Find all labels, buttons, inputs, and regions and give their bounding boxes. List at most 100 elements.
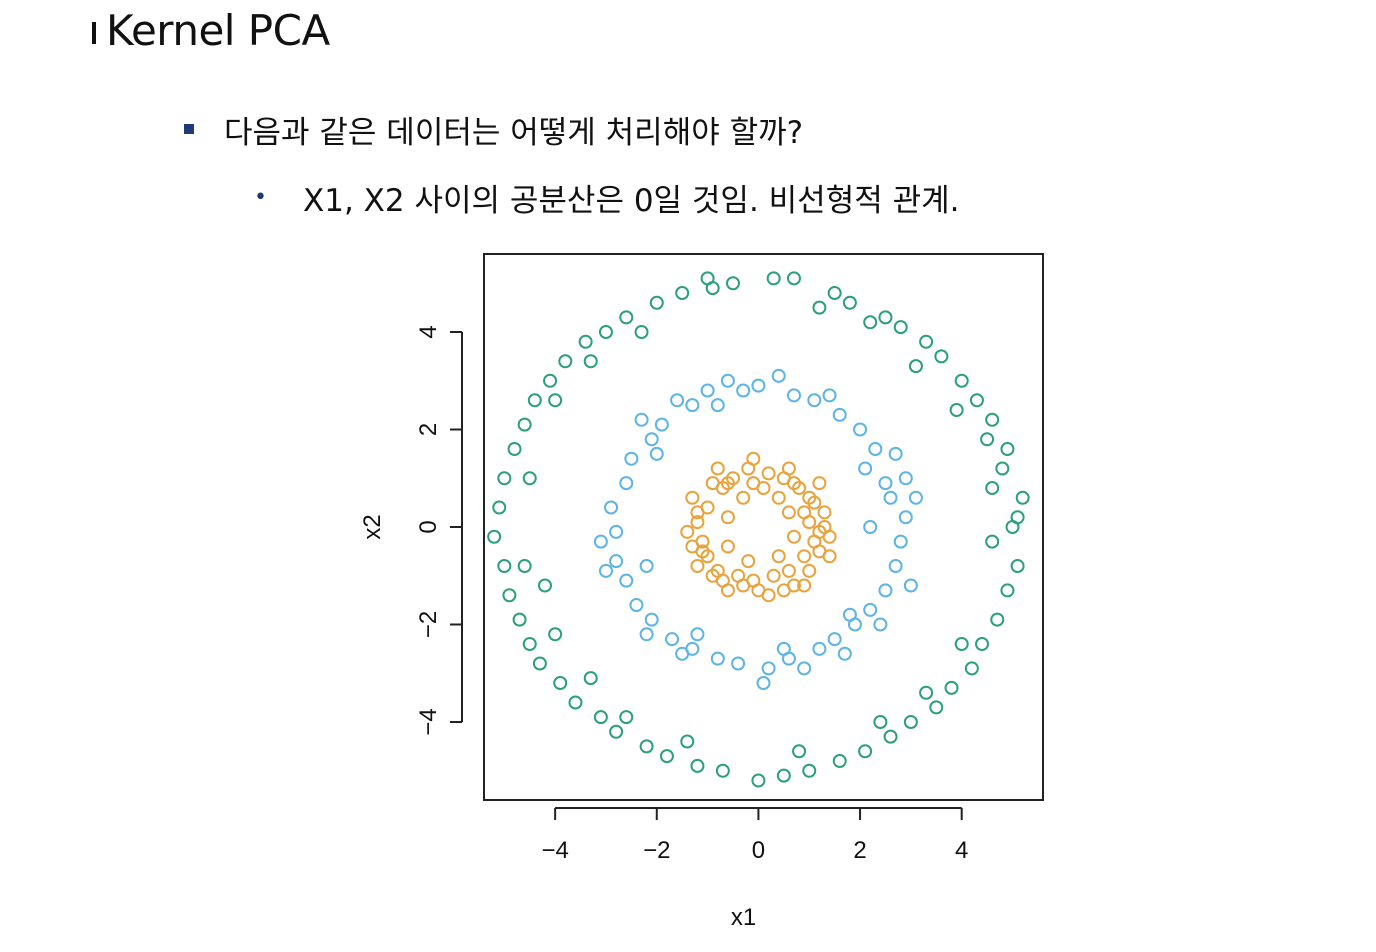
data-point <box>675 286 690 300</box>
data-point <box>863 602 878 617</box>
x-tick-label: 0 <box>752 837 765 864</box>
data-point <box>776 641 791 656</box>
data-point <box>720 510 735 525</box>
data-point <box>583 354 598 369</box>
title-marker <box>92 22 96 44</box>
data-point <box>969 393 984 408</box>
slide-title: Kernel PCA <box>106 5 330 55</box>
data-point <box>980 432 995 447</box>
data-point <box>522 471 537 486</box>
bullet-level1: 다음과 같은 데이터는 어떻게 처리해야 할까? <box>184 104 803 154</box>
data-point <box>624 451 639 466</box>
data-point <box>975 637 990 651</box>
data-point <box>898 510 913 525</box>
data-point <box>842 295 857 310</box>
data-point <box>1010 559 1025 573</box>
data-point <box>792 744 807 759</box>
data-point <box>797 505 812 520</box>
data-point <box>512 612 527 627</box>
x-tick-label: 4 <box>955 837 968 864</box>
slide-title-row: Kernel PCA <box>92 0 330 60</box>
data-point <box>690 559 705 573</box>
data-point <box>700 383 715 398</box>
data-point <box>731 656 746 671</box>
data-point <box>720 539 735 554</box>
data-point <box>736 578 751 593</box>
data-point <box>781 563 796 578</box>
data-point <box>568 695 583 710</box>
data-point <box>548 393 563 408</box>
dot-bullet-icon: • <box>254 184 267 210</box>
data-point <box>964 661 979 676</box>
data-point <box>634 325 649 339</box>
data-point <box>720 373 735 388</box>
data-point <box>527 393 542 408</box>
data-point <box>761 466 776 481</box>
data-point <box>756 676 771 690</box>
data-point <box>609 724 624 739</box>
data-point <box>715 763 730 778</box>
data-point <box>1000 583 1015 598</box>
data-point <box>517 417 532 432</box>
data-point <box>878 310 893 325</box>
data-point <box>751 378 766 393</box>
data-point <box>609 554 624 569</box>
data-point <box>954 637 969 651</box>
data-point <box>598 563 613 578</box>
data-point <box>654 417 669 432</box>
data-point <box>720 476 735 491</box>
data-point <box>705 568 720 583</box>
data-point <box>685 539 700 554</box>
data-point <box>888 559 903 573</box>
bullet-level1-text: 다음과 같은 데이터는 어떻게 처리해야 할까? <box>224 114 804 151</box>
data-point <box>593 710 608 725</box>
data-point <box>776 583 791 598</box>
data-point <box>685 398 700 413</box>
data-point <box>665 632 680 647</box>
data-point <box>898 471 913 486</box>
data-point <box>817 520 832 534</box>
data-point <box>771 549 786 564</box>
bullet-level2-text: X1, X2 사이의 공분산은 0일 것임. 비선형적 관계. <box>302 182 960 219</box>
data-point <box>583 671 598 686</box>
data-point <box>919 334 934 349</box>
data-point <box>639 559 654 573</box>
data-point <box>710 651 725 666</box>
square-bullet-icon <box>184 124 194 134</box>
data-point <box>812 544 827 559</box>
x-axis-label: x1 <box>731 904 756 931</box>
data-point <box>639 739 654 754</box>
data-point <box>786 388 801 403</box>
data-point <box>553 676 568 690</box>
y-tick-label: 0 <box>415 520 442 533</box>
data-point <box>578 334 593 349</box>
data-point <box>797 578 812 593</box>
data-point <box>1015 490 1030 505</box>
data-point <box>629 598 644 612</box>
data-point <box>741 554 756 569</box>
data-point <box>985 412 1000 427</box>
data-point <box>786 529 801 544</box>
data-point <box>888 446 903 461</box>
data-point <box>548 627 563 642</box>
x-tick-label: 2 <box>853 837 866 864</box>
data-point <box>812 300 827 315</box>
scatter-chart: −4 −2 0 2 4 x1 −4 −2 0 2 4 x2 <box>359 253 1044 931</box>
data-point <box>522 637 537 651</box>
data-point <box>878 583 893 598</box>
data-point <box>710 398 725 413</box>
data-point <box>990 612 1005 627</box>
data-point <box>903 578 918 593</box>
data-point <box>797 549 812 564</box>
data-point <box>878 476 893 491</box>
data-point <box>766 568 781 583</box>
data-point <box>609 524 624 539</box>
data-point <box>1010 510 1025 525</box>
data-point <box>497 471 512 486</box>
data-point <box>649 446 664 461</box>
data-point <box>832 754 847 768</box>
data-point <box>883 490 898 505</box>
data-point <box>873 617 888 632</box>
data-point <box>675 646 690 661</box>
data-point <box>863 520 878 534</box>
